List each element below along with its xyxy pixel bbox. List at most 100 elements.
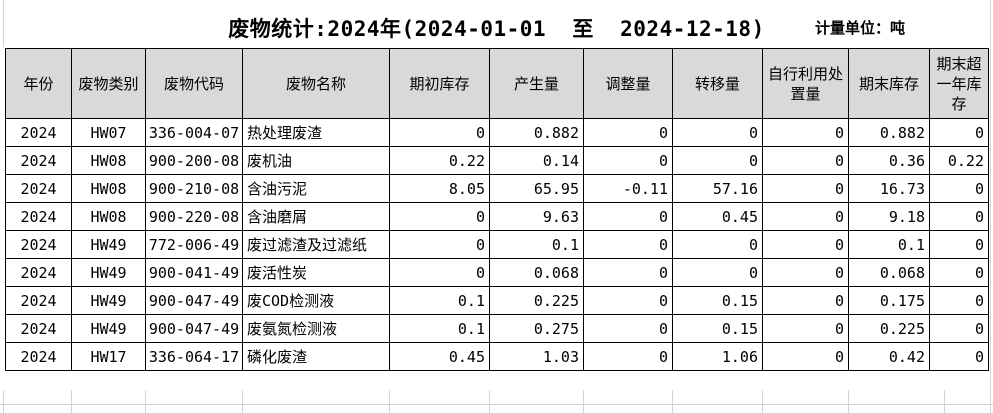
cell-self-disposal-amount[interactable]: 0 [762, 342, 849, 371]
cell-opening-stock[interactable]: 0 [389, 258, 490, 287]
cell-opening-stock[interactable]: 0 [389, 230, 490, 259]
cell-ending-stock[interactable]: 0.175 [848, 286, 930, 315]
cell-adjusted-amount[interactable]: 0 [583, 258, 673, 287]
cell-waste-code[interactable]: 900-041-49 [145, 258, 243, 287]
cell-year[interactable]: 2024 [5, 146, 72, 175]
cell-over-one-year-stock[interactable]: 0 [929, 174, 989, 203]
cell-opening-stock[interactable]: 8.05 [389, 174, 490, 203]
cell-over-one-year-stock[interactable]: 0 [929, 286, 989, 315]
cell-transferred-amount[interactable]: 0 [672, 146, 763, 175]
cell-waste-code[interactable]: 336-004-07 [145, 118, 243, 147]
cell-transferred-amount[interactable]: 57.16 [672, 174, 763, 203]
cell-ending-stock[interactable]: 16.73 [848, 174, 930, 203]
column-header-over-one-year-stock[interactable]: 期末超一年库存 [929, 48, 989, 119]
cell-ending-stock[interactable]: 0.42 [848, 342, 930, 371]
column-header-waste-category[interactable]: 废物类别 [71, 48, 146, 119]
cell-produced-amount[interactable]: 1.03 [489, 342, 584, 371]
cell-waste-code[interactable]: 336-064-17 [145, 342, 243, 371]
cell-waste-code[interactable]: 900-047-49 [145, 314, 243, 343]
cell-waste-category[interactable]: HW49 [71, 314, 146, 343]
cell-waste-name[interactable]: 含油污泥 [242, 174, 390, 203]
cell-year[interactable]: 2024 [5, 258, 72, 287]
cell-self-disposal-amount[interactable]: 0 [762, 202, 849, 231]
column-header-ending-stock[interactable]: 期末库存 [848, 48, 930, 119]
cell-adjusted-amount[interactable]: 0 [583, 118, 673, 147]
cell-waste-category[interactable]: HW07 [71, 118, 146, 147]
cell-adjusted-amount[interactable]: -0.11 [583, 174, 673, 203]
cell-waste-category[interactable]: HW49 [71, 230, 146, 259]
column-header-self-disposal-amount[interactable]: 自行利用处置量 [762, 48, 849, 119]
cell-adjusted-amount[interactable]: 0 [583, 202, 673, 231]
cell-over-one-year-stock[interactable]: 0 [929, 314, 989, 343]
cell-ending-stock[interactable]: 0.1 [848, 230, 930, 259]
column-header-waste-name[interactable]: 废物名称 [242, 48, 390, 119]
cell-year[interactable]: 2024 [5, 202, 72, 231]
cell-adjusted-amount[interactable]: 0 [583, 286, 673, 315]
cell-over-one-year-stock[interactable]: 0 [929, 230, 989, 259]
cell-opening-stock[interactable]: 0.22 [389, 146, 490, 175]
cell-waste-code[interactable]: 900-200-08 [145, 146, 243, 175]
cell-ending-stock[interactable]: 0.882 [848, 118, 930, 147]
cell-produced-amount[interactable]: 0.14 [489, 146, 584, 175]
cell-year[interactable]: 2024 [5, 314, 72, 343]
cell-opening-stock[interactable]: 0 [389, 118, 490, 147]
cell-produced-amount[interactable]: 0.225 [489, 286, 584, 315]
cell-self-disposal-amount[interactable]: 0 [762, 286, 849, 315]
cell-over-one-year-stock[interactable]: 0 [929, 118, 989, 147]
cell-transferred-amount[interactable]: 0 [672, 258, 763, 287]
cell-over-one-year-stock[interactable]: 0 [929, 258, 989, 287]
cell-opening-stock[interactable]: 0 [389, 202, 490, 231]
column-header-adjusted-amount[interactable]: 调整量 [583, 48, 673, 119]
cell-opening-stock[interactable]: 0.1 [389, 286, 490, 315]
cell-ending-stock[interactable]: 0.36 [848, 146, 930, 175]
cell-self-disposal-amount[interactable]: 0 [762, 174, 849, 203]
cell-transferred-amount[interactable]: 0 [672, 230, 763, 259]
cell-waste-category[interactable]: HW49 [71, 286, 146, 315]
cell-adjusted-amount[interactable]: 0 [583, 342, 673, 371]
cell-transferred-amount[interactable]: 0 [672, 118, 763, 147]
cell-year[interactable]: 2024 [5, 118, 72, 147]
cell-waste-category[interactable]: HW08 [71, 146, 146, 175]
cell-adjusted-amount[interactable]: 0 [583, 146, 673, 175]
cell-produced-amount[interactable]: 0.882 [489, 118, 584, 147]
column-header-opening-stock[interactable]: 期初库存 [389, 48, 490, 119]
cell-produced-amount[interactable]: 0.068 [489, 258, 584, 287]
cell-transferred-amount[interactable]: 1.06 [672, 342, 763, 371]
column-header-produced-amount[interactable]: 产生量 [489, 48, 584, 119]
cell-waste-name[interactable]: 废氨氮检测液 [242, 314, 390, 343]
cell-transferred-amount[interactable]: 0.45 [672, 202, 763, 231]
cell-self-disposal-amount[interactable]: 0 [762, 258, 849, 287]
cell-waste-code[interactable]: 900-210-08 [145, 174, 243, 203]
cell-self-disposal-amount[interactable]: 0 [762, 118, 849, 147]
cell-year[interactable]: 2024 [5, 286, 72, 315]
cell-waste-code[interactable]: 772-006-49 [145, 230, 243, 259]
cell-transferred-amount[interactable]: 0.15 [672, 286, 763, 315]
cell-self-disposal-amount[interactable]: 0 [762, 230, 849, 259]
cell-waste-name[interactable]: 废COD检测液 [242, 286, 390, 315]
cell-waste-category[interactable]: HW08 [71, 202, 146, 231]
column-header-waste-code[interactable]: 废物代码 [145, 48, 243, 119]
cell-year[interactable]: 2024 [5, 174, 72, 203]
column-header-transferred-amount[interactable]: 转移量 [672, 48, 763, 119]
cell-waste-category[interactable]: HW08 [71, 174, 146, 203]
cell-produced-amount[interactable]: 0.275 [489, 314, 584, 343]
cell-adjusted-amount[interactable]: 0 [583, 314, 673, 343]
cell-produced-amount[interactable]: 65.95 [489, 174, 584, 203]
cell-year[interactable]: 2024 [5, 342, 72, 371]
cell-waste-name[interactable]: 废过滤渣及过滤纸 [242, 230, 390, 259]
cell-waste-category[interactable]: HW49 [71, 258, 146, 287]
cell-waste-name[interactable]: 废活性炭 [242, 258, 390, 287]
cell-waste-name[interactable]: 废机油 [242, 146, 390, 175]
cell-adjusted-amount[interactable]: 0 [583, 230, 673, 259]
cell-opening-stock[interactable]: 0.1 [389, 314, 490, 343]
cell-ending-stock[interactable]: 0.225 [848, 314, 930, 343]
cell-waste-name[interactable]: 热处理废渣 [242, 118, 390, 147]
cell-ending-stock[interactable]: 9.18 [848, 202, 930, 231]
cell-self-disposal-amount[interactable]: 0 [762, 314, 849, 343]
cell-ending-stock[interactable]: 0.068 [848, 258, 930, 287]
cell-year[interactable]: 2024 [5, 230, 72, 259]
cell-produced-amount[interactable]: 9.63 [489, 202, 584, 231]
cell-over-one-year-stock[interactable]: 0 [929, 342, 989, 371]
cell-transferred-amount[interactable]: 0.15 [672, 314, 763, 343]
cell-over-one-year-stock[interactable]: 0.22 [929, 146, 989, 175]
